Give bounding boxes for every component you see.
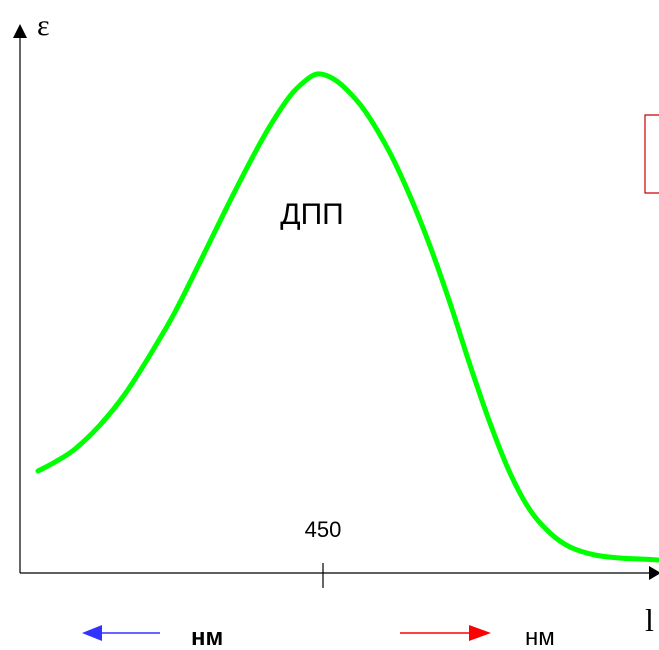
x-axis-label: l — [645, 602, 654, 638]
red-arrow-head — [469, 625, 491, 641]
x-axis-arrowhead — [649, 566, 659, 580]
x-tick-label-450: 450 — [305, 517, 342, 542]
y-axis-label: ε — [37, 9, 50, 42]
legend-left-label: нм — [191, 624, 223, 650]
y-axis-arrowhead — [13, 24, 27, 38]
series-dpp-label: ДПП — [280, 198, 343, 231]
clipped-red-box — [644, 114, 659, 194]
blue-arrow-head — [82, 625, 102, 641]
legend-right-label: нм — [525, 624, 555, 650]
series-dpp-curve — [35, 71, 659, 563]
